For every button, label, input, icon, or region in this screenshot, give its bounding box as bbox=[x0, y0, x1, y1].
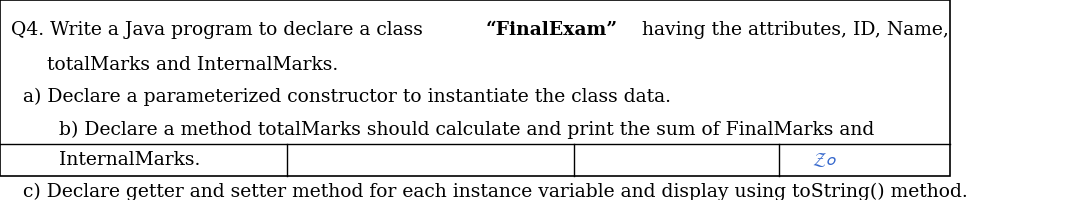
Text: totalMarks and InternalMarks.: totalMarks and InternalMarks. bbox=[12, 56, 339, 74]
Text: Q4. Write a Java program to declare a class: Q4. Write a Java program to declare a cl… bbox=[12, 21, 429, 39]
Text: b) Declare a method totalMarks should calculate and print the sum of FinalMarks : b) Declare a method totalMarks should ca… bbox=[12, 120, 875, 139]
Text: having the attributes, ID, Name,: having the attributes, ID, Name, bbox=[636, 21, 948, 39]
Text: InternalMarks.: InternalMarks. bbox=[12, 151, 201, 169]
Text: “FinalExam”: “FinalExam” bbox=[486, 21, 618, 39]
Text: $\mathcal{Zo}$: $\mathcal{Zo}$ bbox=[812, 151, 838, 169]
Text: c) Declare getter and setter method for each instance variable and display using: c) Declare getter and setter method for … bbox=[12, 183, 968, 200]
Text: a) Declare a parameterized constructor to instantiate the class data.: a) Declare a parameterized constructor t… bbox=[12, 88, 672, 106]
